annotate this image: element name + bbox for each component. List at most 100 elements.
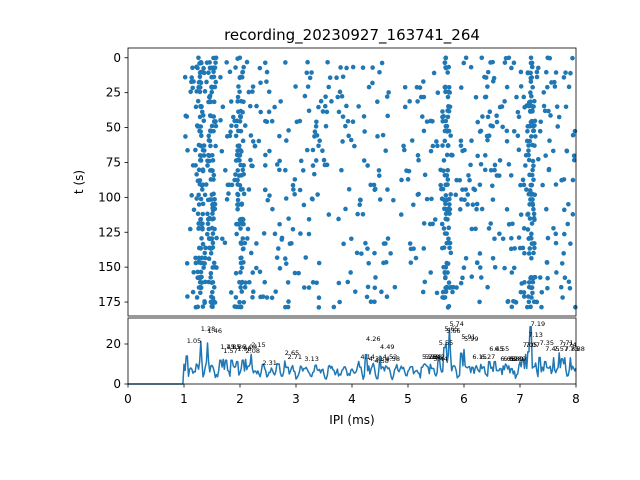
raster-point (533, 134, 538, 139)
raster-point (411, 202, 416, 208)
raster-point (232, 304, 237, 309)
raster-point (206, 256, 212, 262)
raster-point (383, 148, 388, 153)
raster-point (480, 114, 485, 119)
raster-point (415, 153, 421, 158)
raster-point (210, 231, 216, 236)
raster-point (556, 114, 562, 120)
raster-point (376, 173, 382, 178)
raster-point (415, 99, 420, 104)
raster-point (189, 193, 194, 198)
raster-point (311, 171, 317, 177)
raster-point (560, 295, 565, 300)
raster-point (306, 217, 312, 222)
raster-point (552, 84, 558, 89)
raster-point (340, 139, 345, 144)
raster-point (305, 84, 311, 89)
raster-point (239, 255, 244, 261)
raster-point (509, 270, 515, 275)
raster-point (235, 202, 240, 207)
raster-point (235, 206, 240, 212)
raster-point (241, 246, 246, 251)
peak-label: 5.38 (428, 353, 442, 361)
raster-point (570, 132, 576, 138)
peak-label: 5.99 (464, 335, 478, 343)
raster-point (213, 79, 219, 85)
raster-point (278, 99, 283, 104)
raster-point (521, 182, 527, 188)
raster-point (197, 74, 203, 80)
raster-point (323, 94, 328, 100)
raster-point (502, 265, 507, 271)
raster-point (529, 172, 535, 178)
raster-point (257, 65, 263, 71)
raster-point (531, 215, 537, 221)
raster-point (197, 158, 203, 163)
raster-point (191, 79, 196, 84)
raster-point (188, 89, 193, 95)
peak-label: 4.26 (366, 335, 380, 343)
raster-point (518, 84, 524, 89)
raster-point (526, 157, 532, 163)
peak-label: 6.65 (500, 355, 514, 363)
peak-label: 1.98 (237, 345, 251, 353)
raster-point (195, 269, 201, 275)
raster-point (448, 192, 454, 197)
raster-point (202, 250, 208, 256)
raster-point (202, 89, 208, 94)
raster-point (209, 84, 214, 90)
raster-point (197, 178, 203, 183)
raster-point (224, 60, 229, 65)
raster-point (198, 196, 204, 202)
raster-point (240, 167, 246, 173)
raster-point (238, 285, 243, 290)
raster-point (239, 265, 245, 271)
raster-point (445, 108, 450, 113)
raster-point (182, 74, 188, 80)
raster-point (443, 265, 449, 270)
raster-point (463, 55, 469, 61)
raster-point (434, 139, 439, 144)
raster-point (314, 119, 319, 125)
peak-label: 4.52 (383, 353, 397, 361)
raster-point (242, 285, 248, 290)
raster-point (525, 124, 531, 129)
raster-point (314, 133, 320, 138)
peak-label: 7.74 (562, 341, 576, 349)
raster-point (239, 202, 244, 207)
histogram-x-tick-label: 7 (516, 392, 524, 406)
peak-label: 1.57 (223, 347, 237, 355)
raster-point (375, 134, 380, 139)
raster-point (346, 187, 352, 192)
raster-point (483, 75, 489, 80)
raster-point (207, 128, 213, 134)
raster-point (273, 289, 278, 294)
raster-point (236, 304, 241, 310)
raster-point (482, 153, 488, 158)
histogram-x-tick-label: 4 (348, 392, 356, 406)
raster-point (236, 109, 241, 115)
raster-point (195, 98, 201, 104)
raster-point (516, 114, 522, 120)
raster-point (467, 177, 472, 183)
raster-point (199, 255, 205, 261)
raster-point (520, 177, 526, 183)
raster-point (490, 78, 496, 84)
raster-point (473, 226, 478, 232)
raster-point (524, 138, 530, 144)
raster-point (183, 134, 188, 139)
raster-point (407, 99, 412, 104)
raster-point (329, 99, 334, 104)
raster-point (539, 304, 544, 310)
raster-point (477, 182, 483, 188)
raster-point (561, 75, 567, 80)
raster-point (190, 85, 195, 91)
peak-label: 2.71 (288, 353, 302, 361)
raster-point (465, 192, 471, 197)
raster-point (250, 270, 256, 275)
raster-point (316, 104, 321, 110)
raster-point (193, 104, 199, 110)
raster-point (339, 94, 345, 99)
raster-point (197, 260, 203, 265)
raster-point (265, 197, 271, 203)
